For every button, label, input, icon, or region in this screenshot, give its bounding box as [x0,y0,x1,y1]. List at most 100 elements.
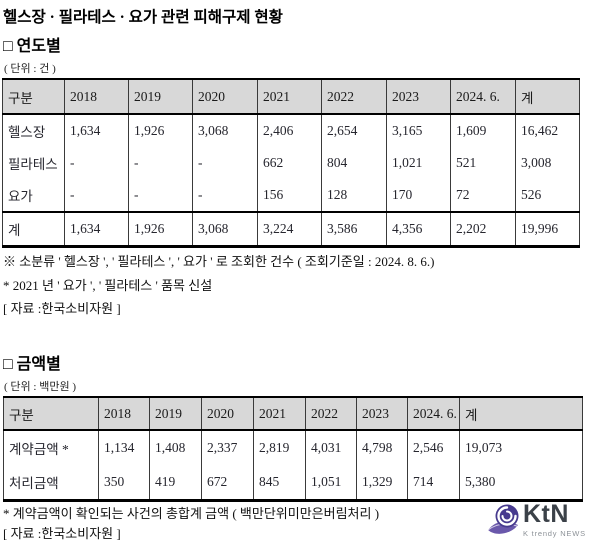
table-cell: 1,134 [98,430,150,465]
table-cell: - [192,147,258,179]
logo-text: KtN K trendy NEWS [523,500,586,539]
column-header: 2019 [128,79,193,115]
page-title: 헬스장 · 필라테스 · 요가 관련 피해구제 현황 [3,9,283,26]
table-cell: 521 [450,147,516,179]
table-cell: 714 [407,465,460,501]
table-cell: 1,926 [128,211,193,247]
table-cell: 804 [321,147,387,179]
column-header: 2022 [305,397,357,431]
table-cell: 3,586 [321,211,387,247]
table-cell: 2,654 [321,114,387,147]
source-line: [ 자료 :한국소비자원 ] [3,526,121,541]
column-header: 2022 [321,79,387,115]
ktn-swirl-icon [487,504,519,534]
table-cell: 4,031 [305,430,357,465]
table-cell: - [64,179,129,212]
note-line: ※ 소분류 ' 헬스장 ', ' 필라테스 ', ' 요가 ' 로 조회한 건수… [3,254,435,269]
column-header: 2019 [149,397,202,431]
column-header: 2023 [356,397,408,431]
table-cell: 170 [386,179,451,212]
table-cell: 845 [253,465,306,501]
table-cell: 3,008 [515,147,580,179]
table-cell: 526 [515,179,580,212]
table-cell: 19,073 [459,430,583,465]
amount-notes: * 계약금액이 확인되는 사건의 총합계 금액 ( 백만단위미만은버림처리 ) … [3,504,379,544]
table-cell: 72 [450,179,516,212]
amount-table: 구분 2018 2019 2020 2021 2022 2023 2024. 6… [3,396,583,502]
table-cell: 3,165 [386,114,451,147]
table-cell: 1,634 [64,114,129,147]
table-cell: 1,609 [450,114,516,147]
table-cell: - [128,147,193,179]
table-cell: 4,798 [356,430,408,465]
amount-header-row: 구분 2018 2019 2020 2021 2022 2023 2024. 6… [3,397,583,431]
section-heading-amount: □ 금액별 [3,356,61,373]
column-header: 2021 [257,79,322,115]
table-cell: - [192,179,258,212]
table-cell: 156 [257,179,322,212]
row-label: 계약금액 * [9,442,69,457]
table-cell: 2,819 [253,430,306,465]
table-row-processed-amount: 처리금액 350 419 672 845 1,051 1,329 714 5,3… [4,465,583,501]
table-cell: 128 [321,179,387,212]
column-header: 2020 [201,397,254,431]
table-cell: 2,546 [407,430,460,465]
row-label: 처리금액 [9,476,59,491]
unit-label-amount: ( 단위 : 백만원 ) [4,381,76,393]
table-cell: 1,051 [305,465,357,501]
yearly-notes: ※ 소분류 ' 헬스장 ', ' 필라테스 ', ' 요가 ' 로 조회한 건수… [3,250,434,321]
table-row-pilates: 필라테스 - - - 662 804 1,021 521 3,008 [3,147,580,179]
column-header: 2023 [386,79,451,115]
table-cell: - [128,179,193,212]
unit-label-yearly: ( 단위 : 건 ) [4,63,56,75]
table-cell: 3,068 [192,211,258,247]
column-header: 계 [459,397,583,431]
yearly-table: 구분 2018 2019 2020 2021 2022 2023 2024. 6… [2,78,580,248]
table-cell: 419 [149,465,202,501]
table-cell: 672 [201,465,254,501]
row-label: 필라테스 [8,157,58,172]
logo-name: KtN [523,500,569,528]
column-header: 계 [515,79,580,115]
row-label: 헬스장 [8,125,46,140]
table-cell: 16,462 [515,114,580,147]
column-header: 2018 [64,79,129,115]
column-header: 2021 [253,397,306,431]
column-header: 구분 [3,397,99,431]
logo-tagline: K trendy NEWS [523,529,586,538]
table-cell: 1,634 [64,211,129,247]
column-header: 2020 [192,79,258,115]
table-cell: 5,380 [459,465,583,501]
column-header: 구분 [2,79,65,115]
table-cell: 2,202 [450,211,516,247]
table-cell: 350 [98,465,150,501]
row-label: 요가 [8,189,33,204]
table-row-contract-amount: 계약금액 * 1,134 1,408 2,337 2,819 4,031 4,7… [4,430,583,465]
table-row-yoga: 요가 - - - 156 128 170 72 526 [3,179,580,212]
note-line: * 2021 년 ' 요가 ', ' 필라테스 ' 품목 신설 [3,277,213,293]
table-cell: 662 [257,147,322,179]
table-cell: 3,068 [192,114,258,147]
column-header: 2018 [98,397,150,431]
ktn-logo: KtN K trendy NEWS [487,502,599,546]
table-cell: - [64,147,129,179]
table-cell: 1,021 [386,147,451,179]
column-header: 2024. 6. [450,79,516,115]
column-header: 2024. 6. [407,397,460,431]
table-cell: 1,926 [128,114,193,147]
row-label: 계 [2,211,65,247]
table-cell: 4,356 [386,211,451,247]
table-cell: 1,408 [149,430,202,465]
table-row-healthclub: 헬스장 1,634 1,926 3,068 2,406 2,654 3,165 … [3,114,580,147]
table-cell: 3,224 [257,211,322,247]
table-cell: 19,996 [515,211,580,247]
table-cell: 2,337 [201,430,254,465]
table-row-total: 계 1,634 1,926 3,068 3,224 3,586 4,356 2,… [2,211,580,247]
source-line: [ 자료 :한국소비자원 ] [3,301,121,316]
note-line: * 계약금액이 확인되는 사건의 총합계 금액 ( 백만단위미만은버림처리 ) [3,506,380,521]
yearly-header-row: 구분 2018 2019 2020 2021 2022 2023 2024. 6… [2,79,580,115]
table-cell: 1,329 [356,465,408,501]
table-cell: 2,406 [257,114,322,147]
section-heading-yearly: □ 연도별 [3,38,61,55]
